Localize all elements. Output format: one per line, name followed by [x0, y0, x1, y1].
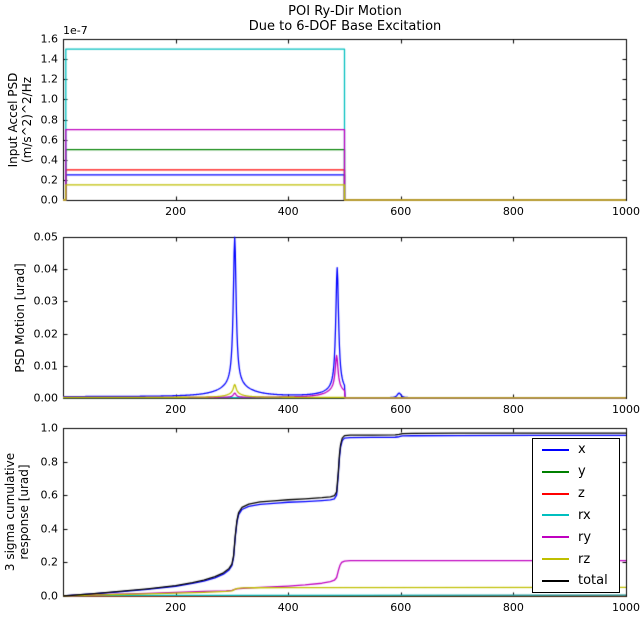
y-tick-label: 0.8: [40, 455, 59, 469]
legend-item-rx: rx: [533, 505, 619, 525]
y-axis-label-input-psd: Input Accel PSD (m/s^2)^2/Hz: [6, 73, 34, 168]
x-tick-label: 1000: [612, 403, 640, 416]
y-tick-label: 1.4: [40, 52, 59, 66]
y-tick-label: 1.2: [40, 72, 59, 86]
legend-label: y: [578, 464, 586, 480]
y-tick-label: 0.02: [33, 327, 59, 341]
y-axis-label-line: Input Accel PSD: [5, 72, 20, 168]
y-tick-label: 0.01: [33, 359, 59, 373]
x-tick-label: 600: [390, 601, 412, 614]
y-tick-label: 1.0: [40, 421, 59, 435]
chart-title-line-1: POI Ry-Dir Motion: [288, 4, 402, 19]
legend-line-sample: [542, 579, 569, 582]
legend-item-y: y: [533, 462, 619, 482]
x-tick-label: 800: [502, 601, 524, 614]
x-tick-label: 400: [277, 601, 299, 614]
x-tick-label: 800: [502, 205, 524, 218]
legend-line-sample: [542, 492, 569, 495]
x-tick-label: 800: [502, 403, 524, 416]
legend-line-sample: [542, 536, 569, 539]
y-tick-label: 0.6: [40, 488, 59, 502]
y-axis-label-line: response [urad]: [17, 464, 31, 560]
legend-line-sample: [542, 558, 569, 561]
x-tick-label: 200: [165, 601, 187, 614]
y-axis-label-psd-motion: PSD Motion [urad]: [13, 263, 27, 372]
legend-label: total: [578, 573, 608, 589]
legend-label: rx: [578, 507, 591, 523]
x-tick-label: 400: [277, 403, 299, 416]
x-tick-label: 400: [277, 205, 299, 218]
legend-item-rz: rz: [533, 549, 619, 569]
y-axis-label-line: 3 sigma cumulative: [2, 452, 17, 572]
y-tick-label: 0.4: [40, 153, 59, 167]
legend-label: z: [578, 486, 585, 502]
legend-item-z: z: [533, 484, 619, 504]
legend-label: ry: [578, 529, 592, 545]
y-tick-label: 0.8: [40, 113, 59, 126]
legend-line-sample: [542, 448, 569, 451]
legend-item-ry: ry: [533, 527, 619, 547]
y-tick-label: 0.2: [40, 173, 59, 187]
y-tick-label: 0.00: [33, 391, 59, 405]
y-tick-label: 1.0: [40, 92, 59, 106]
y-axis-label-line: (m/s^2)^2/Hz: [20, 76, 34, 164]
y-axis-offset-text: 1e-7: [63, 24, 88, 37]
chart-title-line-2: Due to 6-DOF Base Excitation: [248, 19, 442, 34]
y-axis-label-line: PSD Motion [urad]: [12, 263, 27, 373]
x-tick-label: 200: [165, 205, 187, 218]
y-tick-label: 0.4: [40, 522, 59, 536]
y-tick-label: 1.6: [40, 32, 59, 46]
y-tick-label: 0.6: [40, 133, 59, 147]
y-tick-label: 0.2: [40, 555, 59, 569]
y-tick-label: 0.03: [33, 294, 59, 308]
x-tick-label: 600: [390, 205, 412, 218]
legend-label: rz: [578, 551, 591, 567]
y-tick-label: 0.04: [33, 262, 59, 276]
legend: x y z rx ry rz total: [532, 438, 620, 593]
y-tick-label: 0.0: [40, 589, 59, 603]
y-tick-label: 0.0: [40, 193, 59, 207]
legend-line-sample: [542, 514, 569, 517]
x-tick-label: 600: [390, 403, 412, 416]
x-tick-label: 200: [165, 403, 187, 416]
x-tick-label: 1000: [612, 601, 640, 614]
legend-line-sample: [542, 470, 569, 473]
legend-item-x: x: [533, 440, 619, 460]
y-axis-label-cumulative: 3 sigma cumulative response [urad]: [3, 453, 31, 571]
y-tick-label: 0.05: [33, 230, 59, 244]
x-tick-label: 1000: [612, 205, 640, 218]
legend-label: x: [578, 442, 586, 458]
legend-item-total: total: [533, 571, 619, 591]
